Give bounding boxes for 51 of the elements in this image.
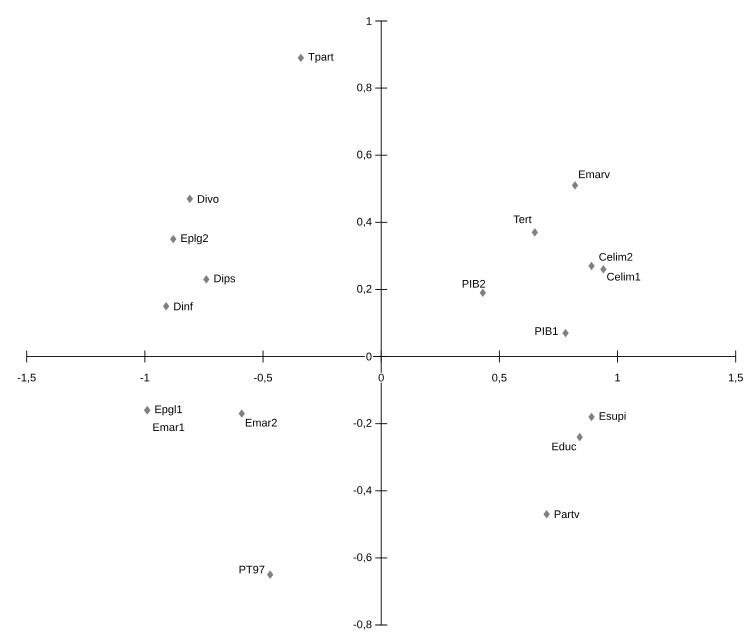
annotation: PT97 — [240, 566, 264, 574]
point — [588, 412, 595, 422]
y-tick-label: -0,2 — [354, 419, 372, 428]
point — [298, 54, 304, 62]
x-tick-label: -1,5 — [18, 374, 36, 383]
point — [572, 181, 578, 190]
annotation: Emar2 — [246, 418, 277, 427]
annotation: Emarv — [579, 170, 610, 178]
annotation: PIB1 — [535, 327, 558, 335]
annotation: Partv — [554, 510, 580, 518]
annotation: Eplg2 — [181, 234, 208, 244]
point — [562, 328, 569, 338]
annotation: Emar1 — [153, 423, 184, 432]
annotation: Celim1 — [607, 272, 640, 281]
y-tick-label: 1 — [366, 17, 372, 25]
annotation: Dinf — [174, 302, 193, 310]
x-tick-label: 1,5 — [728, 374, 743, 383]
y-tick-label: 0,8 — [357, 84, 372, 93]
annotation: Epgl1 — [155, 405, 182, 416]
y-tick-label: -0,6 — [354, 553, 372, 562]
annotation: Divo — [198, 194, 218, 203]
y-tick-label: 0,6 — [357, 150, 372, 160]
y-tick-label: 0,2 — [357, 284, 372, 294]
annotation: PIB2 — [462, 280, 486, 288]
x-tick-label: 0,5 — [492, 374, 507, 383]
point — [266, 570, 274, 579]
point — [576, 432, 583, 442]
annotation: Dips — [214, 274, 236, 284]
annotation: Tert — [514, 216, 532, 224]
point — [170, 234, 176, 244]
point — [588, 262, 595, 270]
x-tick-label: 1 — [615, 374, 620, 382]
point — [600, 265, 607, 274]
x-tick-label: -0,5 — [254, 374, 272, 383]
point — [532, 228, 538, 237]
annotation: Esupi — [600, 412, 626, 422]
annotation: Celim2 — [599, 252, 632, 261]
y-tick-label: -0,8 — [354, 620, 372, 630]
y-tick-label: 0,4 — [357, 218, 372, 227]
annotation: Tpart — [308, 52, 334, 63]
point — [162, 302, 170, 310]
point — [543, 510, 550, 518]
x-tick-label: 0 — [378, 374, 384, 382]
point — [186, 194, 193, 204]
point — [480, 288, 486, 297]
x-tick-label: -1 — [140, 374, 150, 382]
point — [238, 409, 245, 418]
point — [203, 275, 210, 284]
annotation: Educ — [552, 442, 576, 450]
y-tick-label: 0 — [366, 352, 372, 360]
y-tick-label: -0,4 — [354, 486, 372, 496]
